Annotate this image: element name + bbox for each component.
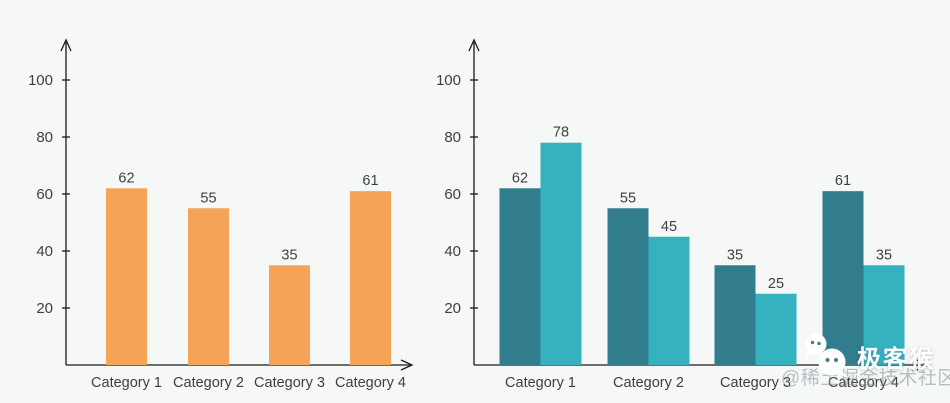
category-label: Category 1: [91, 375, 162, 391]
y-tick-label: 60: [444, 186, 461, 203]
y-tick-label: 40: [36, 243, 53, 260]
y-tick-label: 40: [444, 243, 461, 260]
x-axis-arrow: [916, 359, 930, 371]
bar: [607, 208, 649, 365]
bar: [188, 208, 229, 365]
x-axis-arrow: [400, 359, 414, 371]
bar-value-label: 45: [661, 219, 677, 235]
y-axis-arrow: [468, 38, 480, 52]
bar-value-label: 61: [362, 173, 378, 189]
y-tick-label: 100: [28, 72, 53, 89]
bar: [863, 265, 905, 365]
y-tick-label: 60: [36, 186, 53, 203]
y-tick-label: 100: [436, 72, 461, 89]
bar: [822, 191, 864, 365]
bar-value-label: 61: [835, 173, 851, 189]
category-label: Category 3: [720, 375, 791, 391]
category-label: Category 2: [613, 375, 684, 391]
y-axis-arrow: [60, 38, 72, 52]
category-label: Category 4: [335, 375, 406, 391]
y-tick-label: 20: [36, 300, 53, 317]
bar-value-label: 55: [620, 190, 636, 206]
bar-value-label: 35: [727, 247, 743, 263]
y-tick-label: 80: [444, 129, 461, 146]
bar-value-label: 35: [876, 247, 892, 263]
y-tick-label: 20: [444, 300, 461, 317]
bar: [540, 142, 582, 365]
bar: [755, 293, 797, 365]
bar: [499, 188, 541, 365]
bar-value-label: 78: [553, 125, 569, 141]
category-label: Category 1: [505, 375, 576, 391]
category-label: Category 3: [254, 375, 325, 391]
bar-value-label: 25: [768, 276, 784, 292]
category-label: Category 2: [173, 375, 244, 391]
bar-value-label: 62: [118, 170, 134, 186]
y-tick-label: 80: [36, 129, 53, 146]
bar: [106, 188, 147, 365]
bar: [714, 265, 756, 365]
bar: [350, 191, 391, 365]
bar-value-label: 62: [512, 170, 528, 186]
bar: [648, 236, 690, 365]
bar: [269, 265, 310, 365]
category-label: Category 4: [828, 375, 899, 391]
bar-value-label: 35: [281, 247, 297, 263]
bar-value-label: 55: [200, 190, 216, 206]
